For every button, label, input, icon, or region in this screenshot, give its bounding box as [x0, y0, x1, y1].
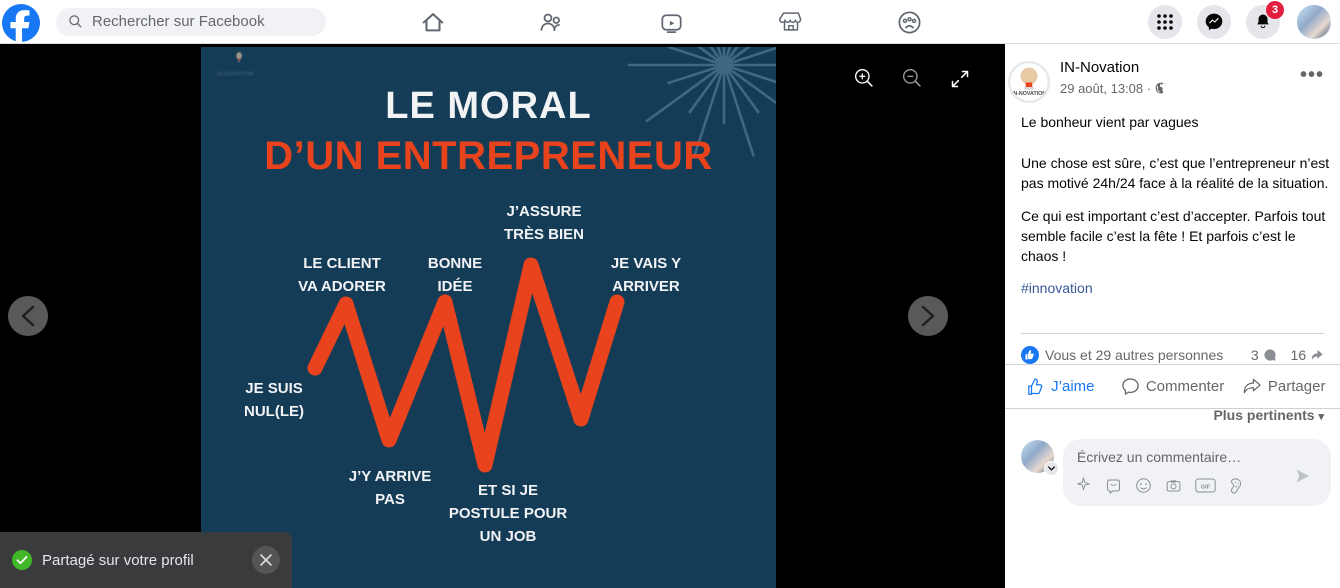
- svg-text:GIF: GIF: [1201, 484, 1211, 490]
- svg-text:IN-NOVATION: IN-NOVATION: [1012, 91, 1046, 97]
